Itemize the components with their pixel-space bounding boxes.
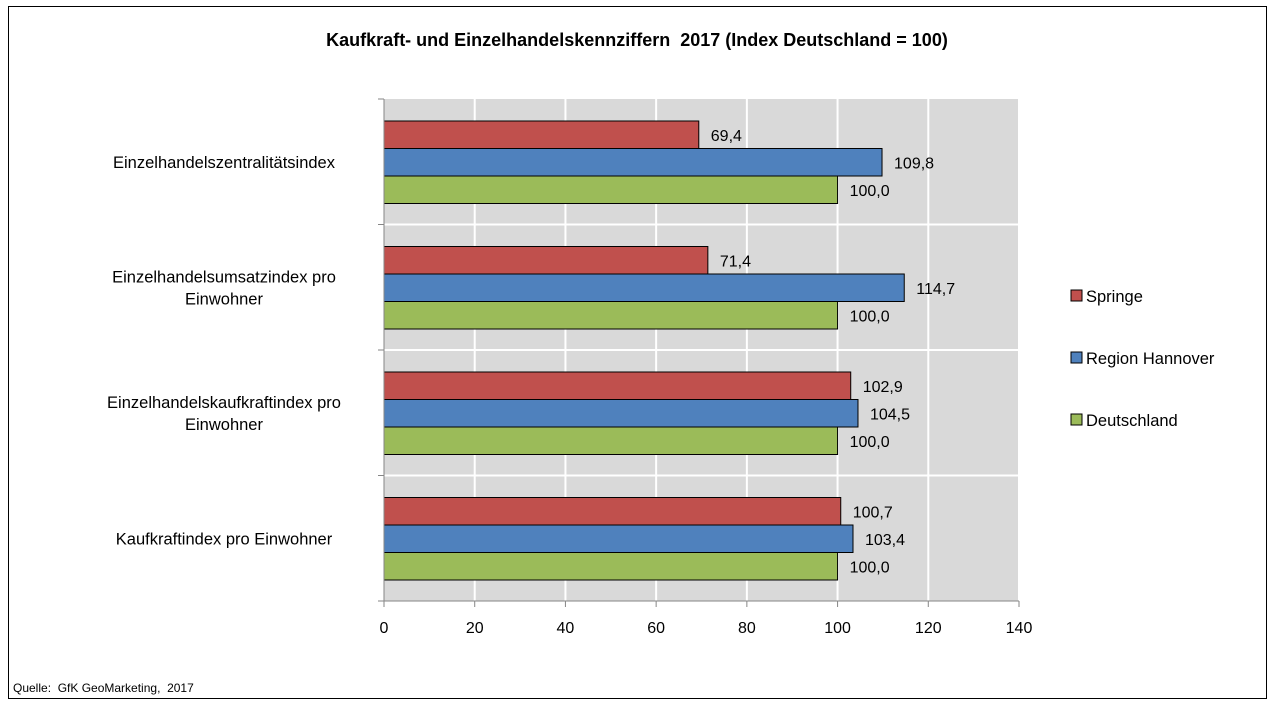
bar xyxy=(383,524,854,553)
category-label: Kaufkraftindex pro Einwohner xyxy=(116,530,333,548)
x-tick-label: 80 xyxy=(738,620,756,637)
data-label: 69,4 xyxy=(711,128,742,145)
bar xyxy=(383,371,852,400)
data-label: 100,0 xyxy=(850,308,890,325)
bar xyxy=(383,246,709,275)
chart-title: Kaufkraft- und Einzelhandelskennziffern … xyxy=(326,30,948,50)
category-label: Einwohner xyxy=(185,290,263,308)
x-tick-label: 60 xyxy=(647,620,665,637)
data-label: 100,0 xyxy=(850,183,890,200)
legend-swatch xyxy=(1070,413,1083,426)
legend-swatch xyxy=(1070,289,1083,302)
data-label: 114,7 xyxy=(916,281,955,298)
data-label: 100,0 xyxy=(850,559,890,576)
bar xyxy=(383,426,839,455)
x-tick-label: 0 xyxy=(380,620,389,637)
bar xyxy=(383,552,839,581)
x-tick-label: 100 xyxy=(824,620,851,637)
x-tick-label: 40 xyxy=(557,620,575,637)
bar xyxy=(383,120,700,149)
category-label: Einzelhandelsumsatzindex pro xyxy=(112,268,336,286)
source-note: Quelle: GfK GeoMarketing, 2017 xyxy=(13,681,194,695)
x-tick-label: 20 xyxy=(466,620,484,637)
bar xyxy=(383,273,905,302)
bar xyxy=(383,175,839,204)
data-label: 103,4 xyxy=(865,532,905,549)
data-label: 71,4 xyxy=(720,253,751,270)
legend-label: Region Hannover xyxy=(1086,350,1215,368)
category-label: Einwohner xyxy=(185,416,263,434)
category-label: Einzelhandelskaufkraftindex pro xyxy=(107,394,341,412)
data-label: 104,5 xyxy=(870,406,910,423)
bar xyxy=(383,148,883,177)
legend-label: Springe xyxy=(1086,288,1143,306)
data-label: 109,8 xyxy=(894,155,934,172)
data-label: 102,9 xyxy=(863,379,903,396)
data-label: 100,0 xyxy=(850,434,890,451)
bar xyxy=(383,301,839,330)
category-label: Einzelhandelszentralitätsindex xyxy=(113,154,336,172)
legend-swatch xyxy=(1070,351,1083,364)
data-label: 100,7 xyxy=(853,504,893,521)
bar xyxy=(383,497,842,526)
bar xyxy=(383,399,859,428)
x-tick-label: 140 xyxy=(1006,620,1033,637)
x-tick-label: 120 xyxy=(915,620,942,637)
legend-label: Deutschland xyxy=(1086,412,1178,430)
